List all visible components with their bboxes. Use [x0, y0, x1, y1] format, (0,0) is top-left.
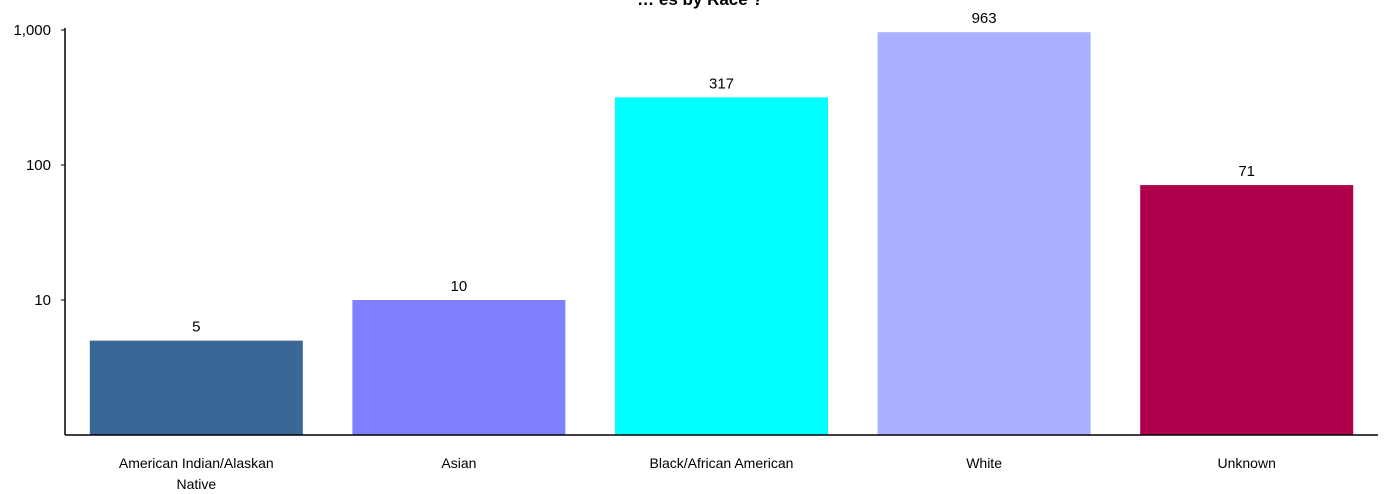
x-category-label: Unknown	[1218, 455, 1276, 471]
y-tick-label: 1,000	[13, 22, 51, 39]
chart-title: … es by Race ?	[637, 0, 763, 9]
bar-value-label: 10	[451, 278, 468, 295]
y-tick-label: 10	[34, 292, 51, 309]
bars-layer	[89, 32, 1354, 436]
bar-value-label: 71	[1238, 163, 1255, 180]
labels-layer: 5 American Indian/Alaskan Native 10 Asian 317…	[119, 10, 1276, 492]
bar	[1140, 185, 1354, 435]
y-ticks-layer: 10 100 1,000	[13, 22, 65, 309]
bar	[89, 340, 303, 435]
bar-value-label: 317	[709, 75, 734, 92]
bar-value-label: 963	[972, 10, 997, 27]
axes-layer	[64, 28, 1378, 436]
bar	[352, 300, 566, 435]
bar	[877, 32, 1091, 436]
y-tick-label: 100	[26, 157, 51, 174]
x-category-label: Black/African American	[650, 455, 794, 471]
bar	[615, 97, 828, 436]
bar-value-label: 5	[192, 319, 200, 336]
x-category-label: American Indian/Alaskan	[119, 455, 274, 471]
x-category-label: Native	[176, 476, 216, 492]
x-category-label: White	[966, 455, 1002, 471]
x-category-label: Asian	[441, 455, 476, 471]
